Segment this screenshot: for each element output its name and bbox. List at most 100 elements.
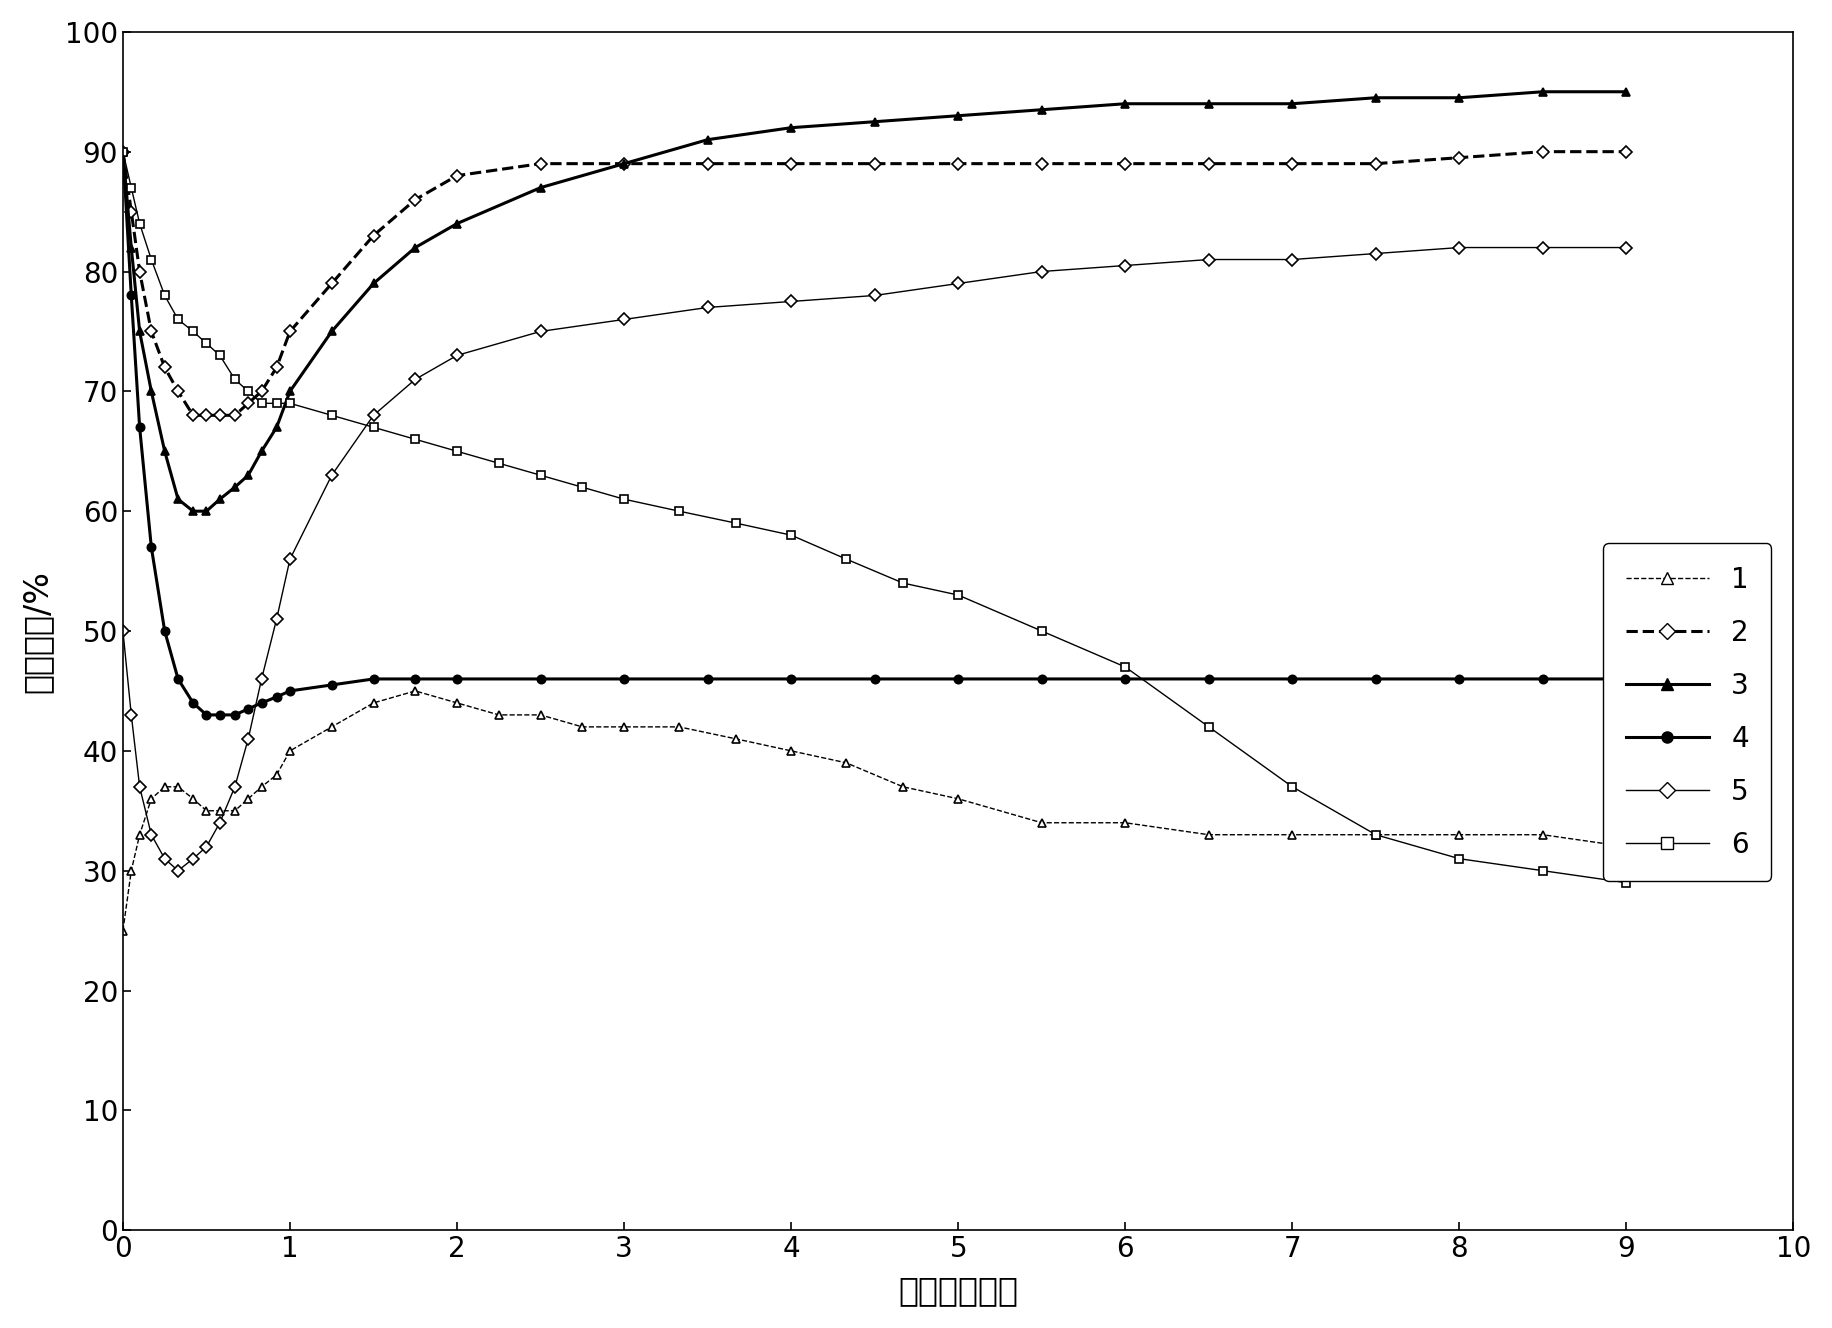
6 <box>1616 875 1638 891</box>
3 <box>863 114 885 130</box>
6 <box>278 396 300 412</box>
3 <box>196 503 218 519</box>
3 <box>321 324 343 340</box>
5 <box>251 671 273 687</box>
5 <box>266 611 288 627</box>
5 <box>181 851 203 867</box>
5 <box>696 300 718 316</box>
6 <box>725 515 747 531</box>
4 <box>1365 671 1387 687</box>
5 <box>529 324 551 340</box>
4 <box>209 706 231 722</box>
4 <box>1198 671 1220 687</box>
6 <box>128 215 150 231</box>
4 <box>167 671 189 687</box>
4 <box>1114 671 1136 687</box>
2 <box>1532 143 1554 159</box>
5 <box>780 293 802 309</box>
3 <box>128 324 150 340</box>
2 <box>121 203 143 219</box>
6 <box>1449 851 1471 867</box>
3 <box>154 444 176 459</box>
5 <box>614 312 636 328</box>
1 <box>835 754 857 770</box>
2 <box>112 143 134 159</box>
1 <box>196 803 218 819</box>
3 <box>278 384 300 400</box>
6 <box>224 372 245 388</box>
5 <box>278 551 300 567</box>
2 <box>614 155 636 171</box>
6 <box>1281 778 1303 794</box>
1 <box>725 730 747 746</box>
4 <box>112 143 134 159</box>
Line: 1: 1 <box>119 687 1630 935</box>
4 <box>1281 671 1303 687</box>
3 <box>445 215 467 231</box>
3 <box>224 479 245 495</box>
2 <box>128 263 150 279</box>
4 <box>1031 671 1053 687</box>
5 <box>1532 239 1554 255</box>
1 <box>141 790 163 806</box>
3 <box>529 179 551 195</box>
1 <box>1449 827 1471 843</box>
1 <box>1365 827 1387 843</box>
1 <box>780 742 802 758</box>
4 <box>121 287 143 303</box>
2 <box>251 384 273 400</box>
6 <box>1031 623 1053 639</box>
5 <box>445 348 467 364</box>
Line: 4: 4 <box>119 147 1630 718</box>
5 <box>1031 263 1053 279</box>
6 <box>321 408 343 424</box>
1 <box>572 718 594 734</box>
5 <box>405 372 427 388</box>
5 <box>121 706 143 722</box>
5 <box>224 778 245 794</box>
Legend: 1, 2, 3, 4, 5, 6: 1, 2, 3, 4, 5, 6 <box>1603 543 1772 880</box>
3 <box>181 503 203 519</box>
5 <box>1281 251 1303 267</box>
6 <box>121 179 143 195</box>
1 <box>278 742 300 758</box>
4 <box>696 671 718 687</box>
2 <box>696 155 718 171</box>
1 <box>251 778 273 794</box>
Line: 6: 6 <box>119 147 1630 887</box>
6 <box>1532 863 1554 879</box>
1 <box>167 778 189 794</box>
3 <box>614 155 636 171</box>
6 <box>405 432 427 448</box>
Line: 5: 5 <box>119 243 1630 875</box>
3 <box>1449 90 1471 106</box>
5 <box>209 815 231 831</box>
3 <box>167 491 189 507</box>
4 <box>1449 671 1471 687</box>
6 <box>1198 718 1220 734</box>
6 <box>1114 659 1136 675</box>
3 <box>1114 96 1136 112</box>
5 <box>154 851 176 867</box>
2 <box>529 155 551 171</box>
5 <box>141 827 163 843</box>
2 <box>1031 155 1053 171</box>
1 <box>445 695 467 710</box>
6 <box>266 396 288 412</box>
5 <box>1114 258 1136 274</box>
4 <box>141 539 163 555</box>
3 <box>121 239 143 255</box>
3 <box>1281 96 1303 112</box>
1 <box>154 778 176 794</box>
Line: 2: 2 <box>119 147 1630 420</box>
5 <box>1198 251 1220 267</box>
4 <box>154 623 176 639</box>
2 <box>141 324 163 340</box>
6 <box>669 503 691 519</box>
4 <box>363 671 385 687</box>
2 <box>236 396 258 412</box>
4 <box>224 706 245 722</box>
1 <box>1616 839 1638 855</box>
3 <box>209 491 231 507</box>
4 <box>780 671 802 687</box>
